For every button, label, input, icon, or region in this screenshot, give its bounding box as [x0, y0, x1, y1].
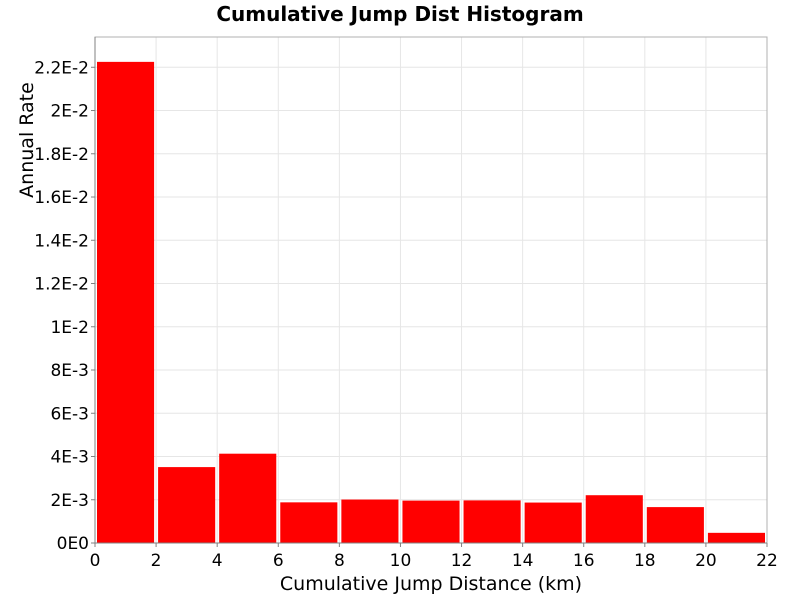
y-tick-label: 6E-3: [50, 404, 89, 424]
y-tick-label: 2.2E-2: [34, 58, 89, 78]
x-tick-label: 14: [512, 551, 534, 571]
histogram-bar: [585, 495, 643, 543]
histogram-bar: [463, 500, 521, 543]
histogram-bar: [97, 61, 155, 543]
y-tick-label: 4E-3: [50, 448, 89, 468]
y-tick-label: 8E-3: [50, 361, 89, 381]
x-tick-label: 16: [573, 551, 595, 571]
x-tick-label: 10: [390, 551, 412, 571]
x-tick-label: 4: [212, 551, 223, 571]
x-tick-label: 6: [273, 551, 284, 571]
x-axis-label: Cumulative Jump Distance (km): [279, 573, 583, 595]
y-axis-label: Annual Rate: [16, 82, 38, 198]
histogram-bar: [707, 532, 765, 543]
histogram-bar: [341, 499, 399, 543]
chart-title: Cumulative Jump Dist Histogram: [216, 2, 584, 26]
x-tick-label: 8: [334, 551, 345, 571]
x-tick-label: 22: [756, 551, 778, 571]
y-tick-label: 1E-2: [50, 318, 89, 338]
histogram-bar: [402, 500, 460, 543]
y-tick-label: 0E0: [57, 534, 89, 554]
histogram-bar: [524, 502, 582, 543]
histogram-bar: [219, 453, 277, 543]
x-tick-label: 18: [634, 551, 656, 571]
x-tick-label: 20: [695, 551, 717, 571]
y-tick-label: 2E-2: [50, 102, 89, 122]
plot-background: [95, 37, 767, 543]
y-tick-label: 1.6E-2: [34, 188, 89, 208]
histogram-bar: [646, 507, 704, 543]
y-tick-label: 2E-3: [50, 491, 89, 511]
x-tick-label: 0: [90, 551, 101, 571]
x-tick-label: 2: [151, 551, 162, 571]
histogram-bar: [158, 467, 216, 543]
y-tick-label: 1.4E-2: [34, 231, 89, 251]
y-tick-label: 1.8E-2: [34, 145, 89, 165]
histogram-bar: [280, 502, 338, 543]
y-tick-label: 1.2E-2: [34, 275, 89, 295]
x-tick-label: 12: [451, 551, 473, 571]
